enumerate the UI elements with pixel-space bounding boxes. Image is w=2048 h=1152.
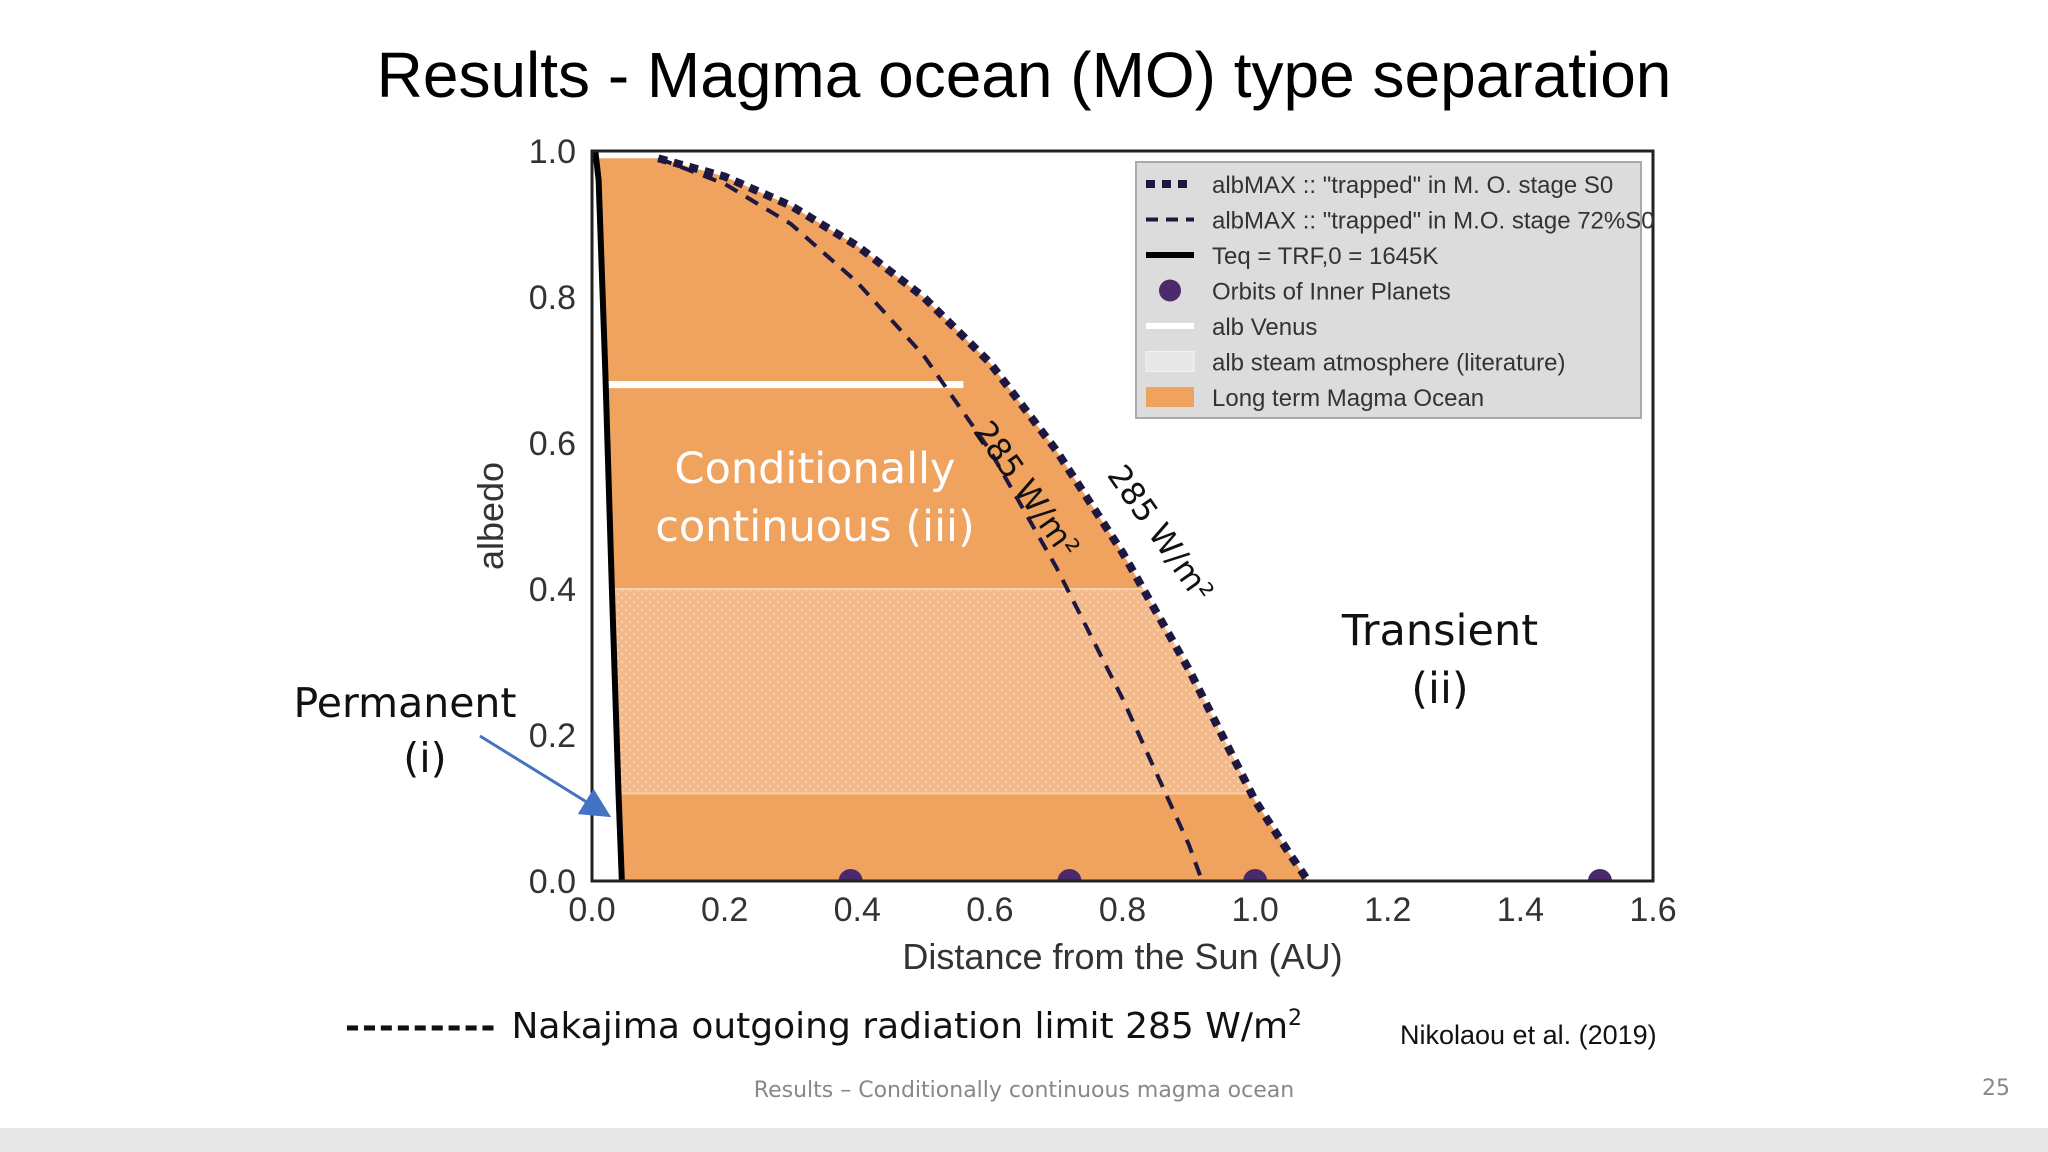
x-tick-label: 0.6 [966,891,1013,929]
x-tick-label: 0.2 [701,891,748,929]
x-tick-label: 1.4 [1497,891,1544,929]
slide-footer: Results – Conditionally continuous magma… [753,1078,1295,1103]
planet-orbit-point [838,869,863,881]
curve-trapped-s0 [657,154,1312,881]
annotation-conditionally-line2: continuous (iii) [655,502,975,553]
planet-orbit-point [1243,869,1268,881]
slide-number: 25 [1982,1076,2010,1101]
permanent-arrow [479,734,612,818]
plot-clipped-group [592,151,1612,881]
legend-key-planets [1159,279,1181,302]
legend-key-steam [1145,351,1195,372]
legend-entry-label: alb Venus [1212,314,1317,341]
x-tick-label: 0.8 [1099,891,1146,929]
x-tick-label: 1.6 [1629,891,1676,929]
dash-legend-superscript: 2 [1288,1006,1303,1031]
plot-layer: 0.0 0.2 0.4 0.6 0.8 1.0 1.2 1.4 1.6 0.0 0.2 0.4 0.6 0… [470,133,1677,977]
legend-entry-label: Orbits of Inner Planets [1212,279,1451,306]
x-tick-label: 1.0 [1231,891,1278,929]
y-tick-label: 0.2 [529,717,576,755]
legend-entry-label: albMAX :: "trapped" in M.O. stage 72%S0 [1212,208,1655,235]
y-tick-label: 0.4 [529,571,576,609]
legend-key-magma [1146,387,1194,407]
legend-entry-label: Teq = TRF,0 = 1645K [1212,243,1438,270]
planet-orbit-point [1057,869,1082,881]
annotation-conditionally-continuous: Conditionally continuous (iii) [610,440,1020,556]
y-tick-label: 0.8 [529,279,576,317]
annotation-permanent-label: Permanent [293,679,517,727]
y-tick-label: 0.6 [529,425,576,463]
bottom-bar [0,1128,2048,1152]
curve-trapped-72pct-s0 [657,156,1204,881]
y-tick-label: 1.0 [529,133,576,171]
annotation-transient: Transient (ii) [1300,602,1580,718]
annotation-transient-sub: (ii) [1411,664,1469,715]
curve-teq [592,151,625,881]
annotation-permanent: Permanent (i) [280,676,530,787]
dash-legend: --------- Nakajima outgoing radiation lim… [345,1006,1302,1047]
legend-entry-label: alb steam atmosphere (literature) [1212,350,1565,377]
slide-title: Results - Magma ocean (MO) type separati… [376,39,1672,111]
legend-box [1135,161,1642,419]
annotation-conditionally-line1: Conditionally [674,444,956,494]
dash-legend-text: Nakajima outgoing radiation limit 285 W/… [511,1006,1289,1047]
planet-orbit-point [1587,869,1612,881]
x-tick-label: 0.4 [834,891,881,929]
x-tick-label: 1.2 [1364,891,1411,929]
plot-frame [590,149,1655,883]
x-axis-label: Distance from the Sun (AU) [902,936,1342,977]
legend-entry-label: albMAX :: "trapped" in M. O. stage S0 [1212,172,1613,199]
x-tick-label: 0.0 [568,891,615,929]
citation: Nikolaou et al. (2019) [1400,1020,1657,1050]
dash-legend-dashes: --------- [345,1006,498,1047]
annotation-transient-label: Transient [1341,606,1539,656]
y-tick-label: 0.0 [529,863,576,901]
annotation-permanent-sub: (i) [403,734,447,783]
legend-entry-label: Long term Magma Ocean [1212,385,1484,412]
y-axis-label: albedo [470,462,511,570]
